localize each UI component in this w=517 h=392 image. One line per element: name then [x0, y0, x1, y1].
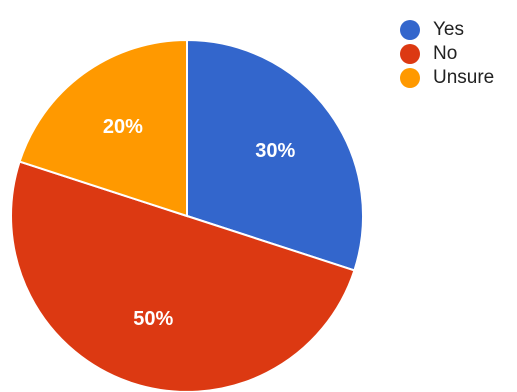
- pie-chart-plot: 30% 50% 20%: [9, 38, 364, 392]
- pie-slice-no[interactable]: [9, 160, 356, 392]
- pie-slices: [9, 38, 364, 392]
- legend-label-no: No: [433, 42, 458, 64]
- legend-swatch-no: [400, 43, 420, 64]
- legend-label-unsure: Unsure: [433, 66, 495, 88]
- legend-item-yes[interactable]: Yes: [400, 18, 494, 41]
- pie-slice-label-yes: 30%: [255, 140, 295, 162]
- legend: Yes No Unsure: [400, 18, 494, 90]
- legend-swatch-unsure: [400, 67, 420, 88]
- pie-slice-label-unsure: 20%: [103, 116, 143, 138]
- pie-slice-unsure[interactable]: [18, 38, 188, 218]
- pie-slice-yes[interactable]: [186, 38, 364, 272]
- pie-slice-labels: 30% 50% 20%: [103, 116, 296, 330]
- pie-slice-label-no: 50%: [133, 308, 173, 330]
- legend-label-yes: Yes: [433, 18, 464, 40]
- legend-item-unsure[interactable]: Unsure: [400, 66, 494, 89]
- legend-item-no[interactable]: No: [400, 42, 494, 65]
- legend-swatch-yes: [400, 19, 420, 40]
